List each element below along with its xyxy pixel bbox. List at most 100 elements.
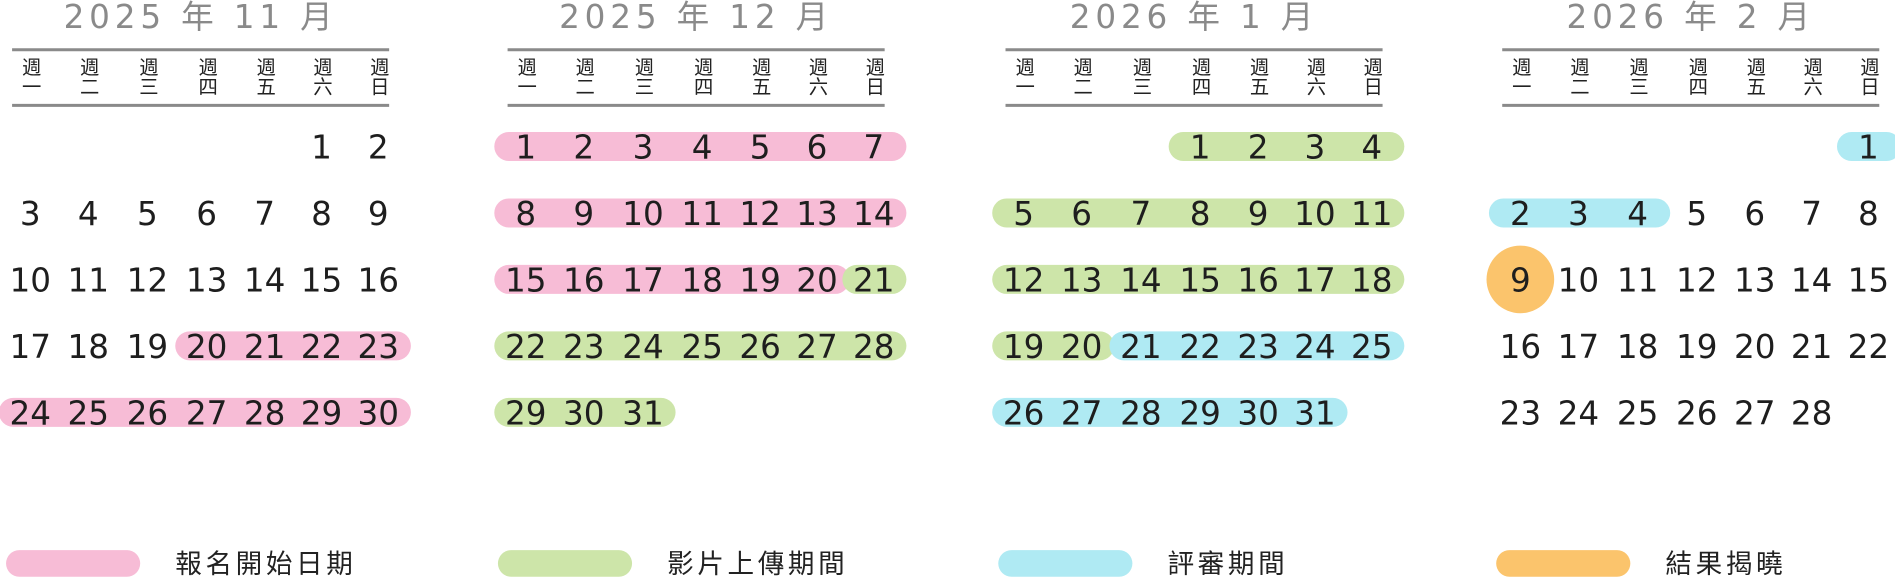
period-bar xyxy=(842,264,907,294)
weekday-label: 週一 xyxy=(1509,57,1532,96)
day-number: 6 xyxy=(807,129,828,167)
day-number: 3 xyxy=(633,129,654,167)
day-number: 14 xyxy=(244,262,286,300)
day-number: 2 xyxy=(1248,129,1269,167)
day-number: 9 xyxy=(1510,262,1531,300)
day-number: 7 xyxy=(1801,195,1822,233)
day-number: 18 xyxy=(681,262,723,300)
day-number: 24 xyxy=(1558,395,1600,433)
day-number: 12 xyxy=(739,195,781,233)
day-number: 24 xyxy=(622,328,664,366)
day-number: 27 xyxy=(1061,395,1103,433)
day-number: 9 xyxy=(368,195,389,233)
day-number: 21 xyxy=(1791,328,1833,366)
day-number: 28 xyxy=(244,395,286,433)
weekday-label: 週六 xyxy=(310,57,333,96)
day-number: 19 xyxy=(739,262,781,300)
day-number: 31 xyxy=(622,395,664,433)
day-number: 5 xyxy=(1013,195,1034,233)
day-number: 29 xyxy=(301,395,343,433)
legend-swatch xyxy=(998,550,1133,577)
day-number: 10 xyxy=(1558,262,1600,300)
day-number: 4 xyxy=(1627,195,1648,233)
legend-swatch xyxy=(1496,550,1631,577)
period-bar xyxy=(992,264,1405,294)
period-bar xyxy=(494,397,676,427)
legend-swatch xyxy=(497,550,633,577)
day-number: 15 xyxy=(1848,262,1890,300)
day-number: 4 xyxy=(78,195,99,233)
period-bar xyxy=(1109,331,1405,361)
day-number: 11 xyxy=(67,262,109,300)
weekday-label: 週六 xyxy=(805,57,828,96)
period-bar xyxy=(1836,131,1895,161)
legend-label: 結果揭曉 xyxy=(1665,549,1786,580)
day-number: 27 xyxy=(796,328,838,366)
month-title: 2025 年 12 月 xyxy=(559,0,833,36)
legend-label: 報名開始日期 xyxy=(175,549,356,580)
day-number: 16 xyxy=(1500,328,1542,366)
weekday-label: 週四 xyxy=(1685,57,1708,96)
day-number: 16 xyxy=(563,262,605,300)
weekday-label: 週日 xyxy=(1360,57,1383,96)
day-number: 1 xyxy=(515,129,536,167)
day-number: 25 xyxy=(67,395,109,433)
day-number: 23 xyxy=(1500,395,1542,433)
day-number: 21 xyxy=(244,328,286,366)
day-number: 30 xyxy=(358,395,400,433)
day-number: 19 xyxy=(1003,328,1045,366)
month-title: 2026 年 2 月 xyxy=(1567,0,1816,36)
day-number: 20 xyxy=(186,328,228,366)
period-bar xyxy=(992,397,1348,427)
weekday-label: 週二 xyxy=(77,57,100,96)
weekday-label: 週日 xyxy=(862,57,885,96)
day-number: 11 xyxy=(1617,262,1659,300)
day-number: 25 xyxy=(1351,328,1393,366)
day-number: 6 xyxy=(1744,195,1765,233)
day-number: 14 xyxy=(853,195,895,233)
weekday-label: 週日 xyxy=(1857,57,1880,96)
day-number: 13 xyxy=(1061,262,1103,300)
day-number: 17 xyxy=(1558,328,1600,366)
day-number: 17 xyxy=(622,262,664,300)
day-number: 22 xyxy=(505,328,547,366)
day-number: 22 xyxy=(1848,328,1890,366)
day-number: 5 xyxy=(1686,195,1707,233)
day-number: 27 xyxy=(1734,395,1776,433)
day-number: 23 xyxy=(358,328,400,366)
day-number: 20 xyxy=(1061,328,1103,366)
day-number: 2 xyxy=(573,129,594,167)
day-number: 11 xyxy=(681,195,723,233)
day-number: 4 xyxy=(1361,129,1382,167)
day-number: 25 xyxy=(1617,395,1659,433)
day-number: 10 xyxy=(1294,195,1336,233)
day-number: 13 xyxy=(186,262,228,300)
day-number: 4 xyxy=(692,129,713,167)
day-number: 16 xyxy=(358,262,400,300)
day-number: 23 xyxy=(563,328,605,366)
day-number: 21 xyxy=(1120,328,1162,366)
day-number: 18 xyxy=(1351,262,1393,300)
day-number: 28 xyxy=(1120,395,1162,433)
day-number: 12 xyxy=(1003,262,1045,300)
weekday-label: 週六 xyxy=(1800,57,1823,96)
period-bar xyxy=(494,331,907,361)
day-number: 22 xyxy=(1179,328,1221,366)
day-number: 14 xyxy=(1120,262,1162,300)
day-number: 12 xyxy=(1676,262,1718,300)
day-number: 26 xyxy=(1003,395,1045,433)
weekday-label: 週一 xyxy=(1012,57,1035,96)
weekday-label: 週四 xyxy=(1189,57,1212,96)
day-number: 13 xyxy=(1734,262,1776,300)
weekday-label: 週五 xyxy=(253,57,276,96)
day-number: 24 xyxy=(9,395,51,433)
weekday-label: 週六 xyxy=(1303,57,1326,96)
weekday-label: 週一 xyxy=(514,57,537,96)
weekday-label: 週三 xyxy=(631,57,654,96)
day-number: 9 xyxy=(1248,195,1269,233)
weekday-label: 週三 xyxy=(1626,57,1649,96)
day-number: 20 xyxy=(1734,328,1776,366)
day-number: 18 xyxy=(1617,328,1659,366)
day-number: 26 xyxy=(127,395,169,433)
